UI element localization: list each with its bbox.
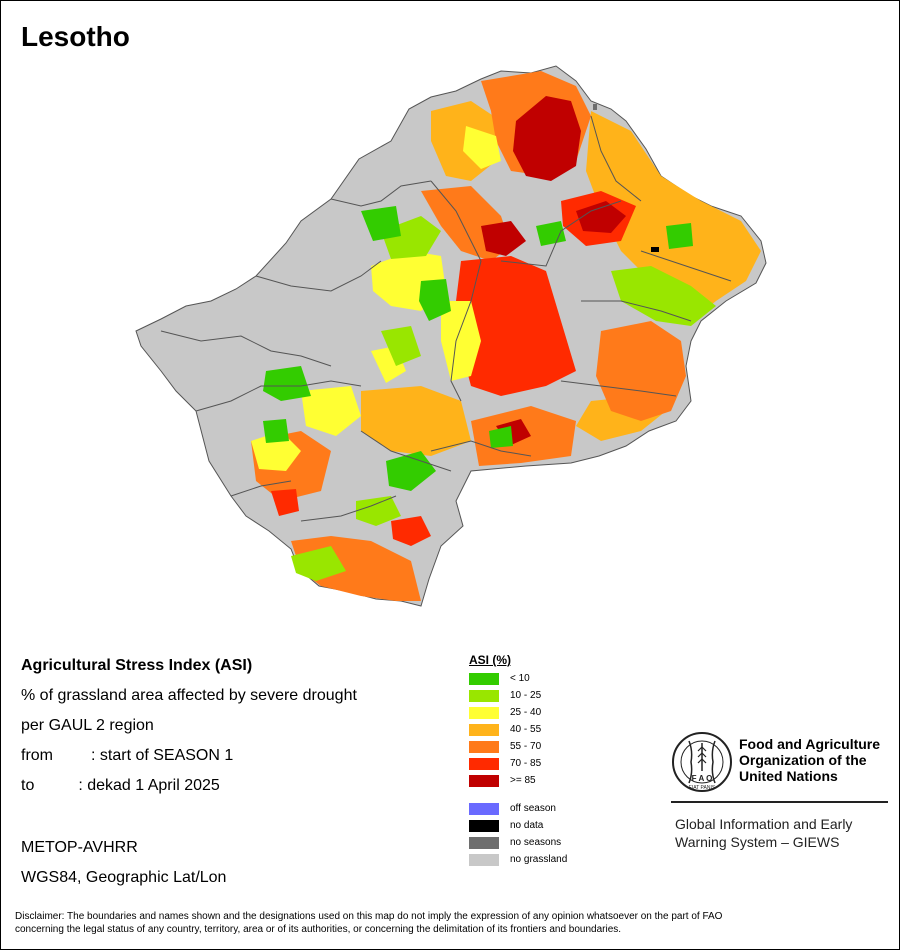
divider: [671, 801, 888, 803]
zone-70-85: [391, 516, 431, 546]
legend-swatch: [469, 724, 499, 736]
zone-below-10: [263, 366, 311, 401]
from-value: : start of SEASON 1: [91, 747, 234, 764]
zone-25-40: [301, 386, 361, 436]
legend-swatch: [469, 690, 499, 702]
legend-swatch: [469, 820, 499, 832]
index-description: % of grassland area affected by severe d…: [21, 687, 357, 704]
from-label: from: [21, 747, 53, 764]
zone-below-10: [386, 451, 436, 491]
zone-below-10: [489, 426, 513, 448]
zone-10-25: [291, 546, 346, 581]
map-title: Lesotho: [21, 21, 130, 52]
fao-name-line2: Organization of the: [739, 752, 867, 768]
fao-logo-motto: FIAT PANIS: [689, 785, 716, 791]
asi-map: [135, 65, 767, 607]
asi-zones: [251, 71, 761, 601]
zone-25-40: [441, 301, 481, 381]
disclaimer: Disclaimer: The boundaries and names sho…: [15, 910, 885, 936]
legend-swatch: [469, 707, 499, 719]
zone-40-55: [586, 111, 761, 321]
to-label: to: [21, 777, 35, 794]
zone-70-85: [456, 256, 576, 396]
zone-85-plus: [513, 96, 581, 181]
fao-logo-icon: F A O FIAT PANIS: [672, 732, 732, 792]
legend-swatch: [469, 758, 499, 770]
legend-swatch: [469, 673, 499, 685]
zone-10-25: [611, 266, 716, 326]
legend-swatch: [469, 854, 499, 866]
zone-below-10: [263, 419, 289, 443]
zone-70-85: [271, 489, 299, 516]
to-value: : dekad 1 April 2025: [78, 777, 220, 794]
giews-name: Global Information and Early Warning Sys…: [675, 815, 852, 851]
giews-line1: Global Information and Early: [675, 816, 853, 832]
disclaimer-line2: concerning the legal status of any count…: [15, 924, 622, 935]
zone-10-25: [356, 496, 401, 526]
zone-below-10: [536, 221, 566, 246]
legend-swatch: [469, 741, 499, 753]
sensor: METOP-AVHRR: [21, 839, 138, 856]
no-seasons-mark: [593, 104, 597, 110]
zone-85-plus: [576, 201, 626, 233]
zone-below-10: [419, 279, 451, 321]
index-title: Agricultural Stress Index (ASI): [21, 657, 253, 674]
legend-swatch: [469, 803, 499, 815]
fao-logo-letters: F A O: [692, 774, 713, 783]
zone-25-40: [463, 126, 501, 169]
admin-boundaries: [160, 115, 732, 522]
fao-name: Food and Agriculture Organization of the…: [739, 736, 880, 784]
fao-name-line3: United Nations: [739, 768, 838, 784]
no-data-mark: [651, 247, 659, 252]
disclaimer-line1: Disclaimer: The boundaries and names sho…: [15, 911, 723, 922]
zone-below-10: [361, 206, 401, 241]
legend-title: ASI (%): [469, 653, 511, 667]
period-from: from : start of SEASON 1: [21, 747, 233, 765]
zone-40-55: [361, 386, 471, 456]
region-level: per GAUL 2 region: [21, 717, 154, 734]
giews-line2: Warning System – GIEWS: [675, 834, 840, 850]
zone-10-25: [381, 326, 421, 366]
fao-name-line1: Food and Agriculture: [739, 736, 881, 752]
projection: WGS84, Geographic Lat/Lon: [21, 869, 227, 886]
zone-55-70: [596, 321, 686, 421]
zone-85-plus: [481, 221, 526, 256]
period-to: to : dekad 1 April 2025: [21, 777, 220, 795]
legend-swatch: [469, 775, 499, 787]
legend-swatch: [469, 837, 499, 849]
zone-below-10: [666, 223, 693, 249]
